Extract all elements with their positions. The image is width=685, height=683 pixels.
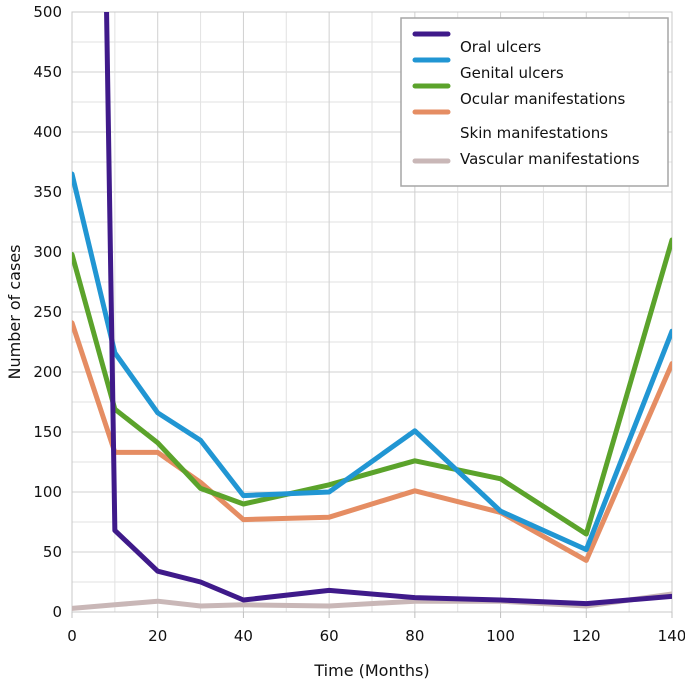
- legend-label: Vascular manifestations: [460, 150, 640, 168]
- legend-label: Genital ulcers: [460, 64, 564, 82]
- legend-label: Oral ulcers: [460, 38, 541, 56]
- x-tick-label: 60: [320, 627, 339, 645]
- x-tick-label: 20: [148, 627, 167, 645]
- y-tick-label: 250: [33, 303, 62, 321]
- y-tick-label: 50: [43, 543, 62, 561]
- legend: Oral ulcers Genital ulcers Ocular manifest…: [400, 17, 669, 187]
- x-axis-title: Time (Months): [313, 661, 429, 680]
- x-tick-label: 140: [658, 627, 685, 645]
- x-tick-label: 100: [486, 627, 515, 645]
- y-axis-title: Number of cases: [5, 245, 24, 380]
- legend-label: Ocular manifestations: [460, 90, 625, 108]
- legend-label: Skin manifestations: [460, 124, 608, 142]
- series-line-genital-ulcers: [72, 171, 672, 553]
- series-lines: [72, 12, 672, 611]
- y-tick-label: 500: [33, 3, 62, 21]
- x-tick-label: 80: [405, 627, 424, 645]
- legend-box: [400, 17, 669, 187]
- x-tick-label: 120: [572, 627, 601, 645]
- y-tick-label: 200: [33, 363, 62, 381]
- x-tick-label: 0: [67, 627, 77, 645]
- y-tick-label: 450: [33, 63, 62, 81]
- y-tick-label: 400: [33, 123, 62, 141]
- y-tick-label: 100: [33, 483, 62, 501]
- axes: 0 20 40 60 80 100 120 140 0 50 100 150 200 250 300 350 4…: [33, 3, 685, 645]
- series-line-oral-ulcers: [104, 12, 672, 607]
- y-tick-label: 350: [33, 183, 62, 201]
- y-tick-label: 300: [33, 243, 62, 261]
- series-line-skin-manifestations: [72, 320, 672, 563]
- y-tick-label: 150: [33, 423, 62, 441]
- plot-area-border: [71, 11, 673, 613]
- y-tick-label: 0: [52, 603, 62, 621]
- x-tick-label: 40: [234, 627, 253, 645]
